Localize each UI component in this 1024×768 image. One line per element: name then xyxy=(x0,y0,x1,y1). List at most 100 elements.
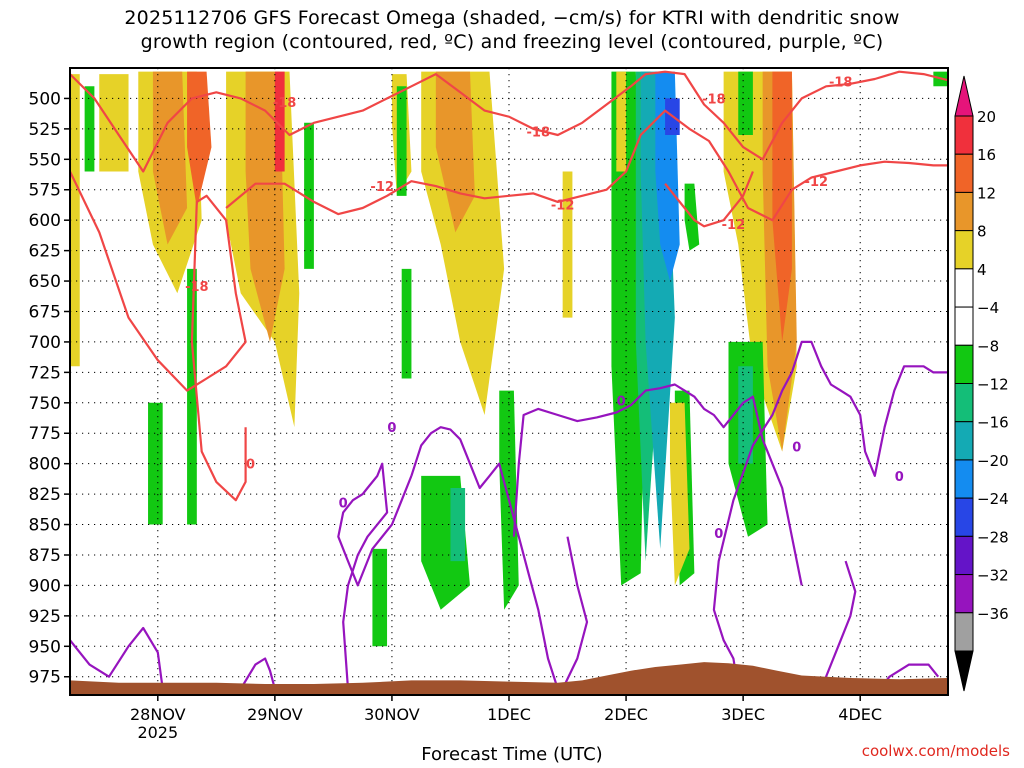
colorbar-label-8: −16 xyxy=(977,414,1009,432)
y-tick-label-13: 825 xyxy=(29,485,61,505)
colorbar-label-11: −28 xyxy=(977,528,1009,546)
y-tick-label-2: 550 xyxy=(29,150,61,170)
omega-shaded-region-1 xyxy=(99,74,129,172)
purple-contour-6 xyxy=(712,340,948,690)
y-tick-label-7: 675 xyxy=(29,302,61,322)
colorbar-band-9 xyxy=(954,459,974,499)
purple-contour-label-1: 0 xyxy=(339,497,348,512)
red-contour-label-3: -12 xyxy=(551,198,575,213)
y-tick-label-6: 650 xyxy=(29,272,61,292)
omega-shaded-region-0 xyxy=(70,74,80,367)
omega-shaded-region-20 xyxy=(450,488,466,562)
red-contour-label-6: -12 xyxy=(722,218,746,233)
colorbar-label-13: −36 xyxy=(977,605,1009,623)
chart-title-line-1: 2025112706 GFS Forecast Omega (shaded, −… xyxy=(124,7,900,29)
y-tick-label-14: 850 xyxy=(29,516,61,536)
colorbar-label-9: −20 xyxy=(977,452,1009,470)
omega-shaded-region-13 xyxy=(396,86,407,196)
purple-contour-4 xyxy=(512,383,803,586)
purple-contour-3 xyxy=(410,426,568,690)
purple-contour-7 xyxy=(820,560,857,690)
red-contour-label-1: -18 xyxy=(527,125,551,140)
purple-contour-5 xyxy=(561,536,589,690)
omega-shaded-region-36 xyxy=(738,71,753,135)
red-contour-label-9: 0 xyxy=(246,458,255,473)
colorbar-band-1 xyxy=(954,153,974,193)
purple-contour-label-5: 0 xyxy=(895,470,904,485)
colorbar-label-10: −24 xyxy=(977,490,1009,508)
colorbar-label-0: 20 xyxy=(977,108,996,126)
colorbar-band-7 xyxy=(954,383,974,423)
colorbar-label-12: −32 xyxy=(977,567,1009,585)
omega-shaded-region-29 xyxy=(669,402,690,586)
y-tick-label-18: 950 xyxy=(29,637,61,657)
x-tick-label-5: 3DEC xyxy=(721,705,765,724)
red-contour-label-7: -12 xyxy=(805,175,829,190)
omega-shaded-region-14 xyxy=(401,268,412,379)
omega-shaded-region-5 xyxy=(187,71,212,209)
y-tick-label-3: 575 xyxy=(29,181,61,201)
y-tick-label-10: 750 xyxy=(29,394,61,414)
terrain-ground xyxy=(70,662,948,695)
colorbar-label-3: 8 xyxy=(977,223,987,241)
colorbar-band-6 xyxy=(954,344,974,384)
y-tick-label-19: 975 xyxy=(29,668,61,688)
omega-shaded-region-4 xyxy=(152,71,188,245)
purple-contour-label-3: 0 xyxy=(714,527,723,542)
x-tick-label-2: 30NOV xyxy=(364,705,420,724)
omega-shaded-region-10 xyxy=(274,71,285,172)
colorbar-band-11 xyxy=(954,535,974,576)
colorbar-band-4 xyxy=(954,268,974,308)
red-contour-label-5: -18 xyxy=(702,92,726,107)
y-tick-label-4: 600 xyxy=(29,211,61,231)
y-tick-label-5: 625 xyxy=(29,242,61,262)
omega-shaded-region-21 xyxy=(372,548,388,647)
colorbar-band-3 xyxy=(954,230,974,270)
purple-contour-2 xyxy=(337,462,413,689)
colorbar-band-2 xyxy=(954,191,974,232)
colorbar-band-8 xyxy=(954,421,974,461)
red-contour-0 xyxy=(70,171,247,502)
x-tick-label-3: 1DEC xyxy=(487,705,531,724)
red-contour-label-2: -12 xyxy=(370,180,394,195)
purple-contour-label-2: 0 xyxy=(617,394,626,409)
red-contour-label-0: -18 xyxy=(273,96,297,111)
colorbar-band-12 xyxy=(954,574,974,614)
y-tick-label-16: 900 xyxy=(29,576,61,596)
colorbar-band-10 xyxy=(954,497,974,537)
y-tick-label-11: 775 xyxy=(29,424,61,444)
y-tick-label-0: 500 xyxy=(29,89,61,109)
omega-shaded-region-16 xyxy=(435,71,475,233)
omega-shaded-region-11 xyxy=(304,122,314,269)
red-contour-3 xyxy=(664,171,754,228)
x-tick-label-1: 29NOV xyxy=(247,705,303,724)
colorbar-band-5 xyxy=(954,306,974,346)
y-tick-label-12: 800 xyxy=(29,455,61,475)
y-tick-label-8: 700 xyxy=(29,333,61,353)
colorbar-label-7: −12 xyxy=(977,376,1009,394)
colorbar-label-2: 12 xyxy=(977,184,996,202)
purple-contour-label-4: 0 xyxy=(792,441,801,456)
y-tick-label-17: 925 xyxy=(29,607,61,627)
x-tick-label-6: 4DEC xyxy=(838,705,882,724)
omega-shaded-region-27 xyxy=(616,71,627,172)
omega-shaded-region-7 xyxy=(187,268,197,525)
colorbar-band-13 xyxy=(954,612,974,652)
omega-shaded-region-6 xyxy=(148,402,163,525)
purple-contour-label-0: 0 xyxy=(387,421,396,436)
colorbar-top-arrow xyxy=(954,75,974,117)
colorbar-label-1: 16 xyxy=(977,146,996,164)
y-tick-label-15: 875 xyxy=(29,546,61,566)
x-tick-label-4: 2DEC xyxy=(604,705,648,724)
x-tick-label-0: 28NOV xyxy=(130,705,186,724)
red-contour-label-4: -18 xyxy=(185,280,209,295)
colorbar-band-0 xyxy=(954,115,974,155)
red-contour-1 xyxy=(70,70,948,173)
colorbar-label-6: −8 xyxy=(977,337,999,355)
plot-area: -18 -18 -12 -12 -18 -18 -12 -12 -18 0 0 0 0 0 0 0 xyxy=(70,68,948,695)
source-credit: coolwx.com/models xyxy=(861,742,1010,760)
x-tick-sublabel-0: 2025 xyxy=(137,723,178,742)
omega-shaded-region-2 xyxy=(84,86,95,172)
red-contour-2 xyxy=(225,109,948,222)
